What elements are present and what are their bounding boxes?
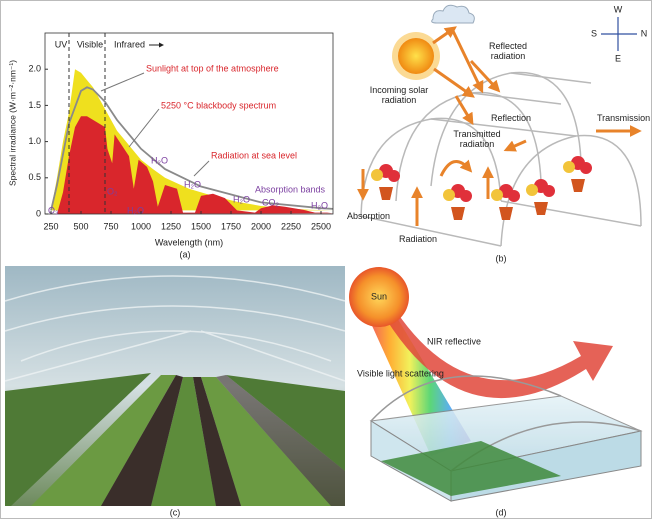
y-tick-label: 1.0 xyxy=(28,136,41,146)
x-tick-label: 1500 xyxy=(191,221,211,231)
x-tick-label: 2000 xyxy=(251,221,271,231)
annotation: Absorption xyxy=(347,211,391,221)
arch xyxy=(500,134,642,247)
series-label: 5250 °C blackbody spectrum xyxy=(161,100,276,110)
annotation: Transmission xyxy=(597,113,651,123)
pointer xyxy=(193,160,210,177)
compass-label: N xyxy=(641,28,648,38)
x-tick-label: 500 xyxy=(73,221,88,231)
series-label: Radiation at sea level xyxy=(211,150,297,160)
compass-label: E xyxy=(615,53,621,63)
annotation: H₂O xyxy=(127,205,144,215)
annotation: Reflection xyxy=(490,113,532,123)
flower-pots xyxy=(371,156,592,220)
annotation: Reflected radiation xyxy=(488,41,528,61)
x-tick-label: 1250 xyxy=(161,221,181,231)
annotation: Absorption bands xyxy=(255,184,326,194)
plot-area xyxy=(50,33,334,214)
annotation: O₂ xyxy=(107,186,118,196)
greenhouse-photo xyxy=(4,266,346,506)
y-axis-label: Spectral irradiance (W·m⁻²·nm⁻¹) xyxy=(7,60,17,186)
annotation: H₂O xyxy=(311,200,328,210)
nir-diagram xyxy=(349,267,643,502)
caption: (b) xyxy=(496,253,507,263)
y-tick-label: 1.5 xyxy=(28,100,41,110)
compass xyxy=(601,17,637,51)
axes-frame xyxy=(44,32,334,215)
annotation: UV xyxy=(55,39,68,49)
x-tick-label: 250 xyxy=(43,221,58,231)
beam xyxy=(360,215,502,247)
x-tick-label: 2500 xyxy=(311,221,331,231)
series-label: Sunlight at top of the atmosphere xyxy=(146,63,279,73)
compass-label: W xyxy=(614,4,623,14)
annotation: Infrared xyxy=(114,39,145,49)
sun-label: Sun xyxy=(371,291,387,301)
annotation: CO₂ xyxy=(262,197,280,207)
spectrum-area xyxy=(57,116,333,214)
annotation: H₂O xyxy=(184,179,201,189)
y-tick-label: 0 xyxy=(36,208,41,218)
caption: (d) xyxy=(496,507,507,517)
beam xyxy=(500,200,642,227)
annotation: Radiation xyxy=(399,234,438,244)
caption: (a) xyxy=(180,249,191,259)
y-tick-label: 2.0 xyxy=(28,64,41,74)
x-tick-label: 1000 xyxy=(131,221,151,231)
annotation: Visible xyxy=(77,39,103,49)
compass-label: S xyxy=(591,28,597,38)
x-tick-label: 750 xyxy=(103,221,118,231)
spectrum-line xyxy=(50,86,334,211)
greenhouse-diagram xyxy=(360,71,642,247)
y-tick-label: 0.5 xyxy=(28,172,41,182)
beam xyxy=(510,72,592,84)
cloud xyxy=(431,4,475,24)
x-tick-label: 1750 xyxy=(221,221,241,231)
annotation: H₂O xyxy=(233,194,250,204)
annotation: NIR reflective xyxy=(427,336,481,346)
annotation: Incoming solar radiation xyxy=(369,85,429,105)
annotation: O₃ xyxy=(48,205,59,215)
beam xyxy=(470,92,562,105)
annotation: Transmitted radiation xyxy=(453,129,501,149)
radiation-arrows xyxy=(357,26,642,226)
beam xyxy=(430,118,577,137)
annotation: Visible light scattering xyxy=(357,368,444,378)
x-axis-label: Wavelength (nm) xyxy=(155,237,223,247)
pointer xyxy=(128,108,160,148)
x-tick-label: 2250 xyxy=(281,221,301,231)
caption: (c) xyxy=(170,507,181,517)
sun-b xyxy=(392,32,440,80)
annotation: H₂O xyxy=(151,155,168,165)
pointer xyxy=(100,72,145,92)
